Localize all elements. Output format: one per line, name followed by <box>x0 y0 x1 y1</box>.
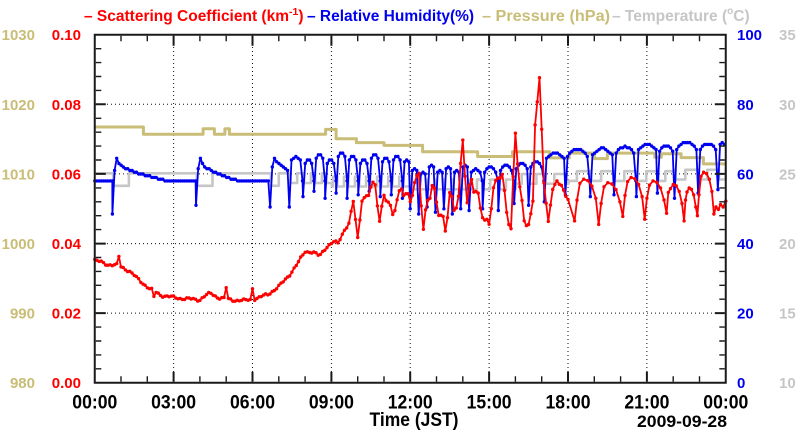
svg-text:2009-09-28: 2009-09-28 <box>637 413 727 431</box>
svg-text:– Pressure (hPa): – Pressure (hPa) <box>482 8 610 25</box>
svg-text:– Scattering Coefficient (km-1: – Scattering Coefficient (km-1) <box>84 6 304 25</box>
svg-text:21:00: 21:00 <box>624 393 669 414</box>
svg-text:0.02: 0.02 <box>52 306 81 323</box>
svg-text:09:00: 09:00 <box>309 393 354 414</box>
svg-text:60: 60 <box>737 166 754 183</box>
svg-text:0.00: 0.00 <box>52 375 81 392</box>
svg-text:980: 980 <box>10 375 35 392</box>
svg-text:Time (JST): Time (JST) <box>370 410 459 431</box>
svg-text:12:00: 12:00 <box>388 393 433 414</box>
svg-text:1010: 1010 <box>2 166 35 183</box>
svg-text:25: 25 <box>779 166 796 183</box>
svg-text:80: 80 <box>737 97 754 114</box>
svg-text:18:00: 18:00 <box>546 393 591 414</box>
svg-text:15:00: 15:00 <box>467 393 512 414</box>
svg-text:03:00: 03:00 <box>151 393 196 414</box>
svg-text:40: 40 <box>737 236 754 253</box>
svg-text:00:00: 00:00 <box>72 393 117 414</box>
svg-text:30: 30 <box>779 97 796 114</box>
svg-text:00:00: 00:00 <box>703 393 748 414</box>
svg-text:15: 15 <box>779 306 796 323</box>
svg-text:20: 20 <box>737 306 754 323</box>
svg-text:0.08: 0.08 <box>52 97 81 114</box>
svg-text:1030: 1030 <box>2 27 35 44</box>
svg-text:– Relative Humidity(%): – Relative Humidity(%) <box>307 8 474 25</box>
svg-text:– Temperature (oC): – Temperature (oC) <box>612 6 750 25</box>
svg-text:0.06: 0.06 <box>52 166 81 183</box>
svg-text:1020: 1020 <box>2 97 35 114</box>
svg-text:35: 35 <box>779 27 796 44</box>
svg-text:10: 10 <box>779 375 796 392</box>
svg-text:100: 100 <box>737 27 762 44</box>
svg-text:06:00: 06:00 <box>230 393 275 414</box>
svg-text:0.10: 0.10 <box>52 27 81 44</box>
svg-text:1000: 1000 <box>2 236 35 253</box>
svg-text:0.04: 0.04 <box>52 236 82 253</box>
svg-text:20: 20 <box>779 236 796 253</box>
svg-text:0: 0 <box>737 375 745 392</box>
svg-text:990: 990 <box>10 306 35 323</box>
